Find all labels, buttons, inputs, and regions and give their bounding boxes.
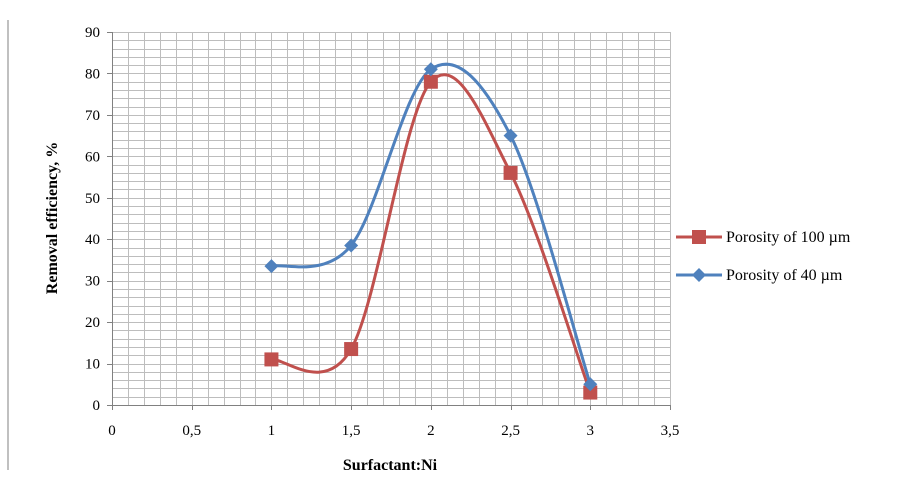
y-tick-label: 40 bbox=[85, 232, 100, 248]
data-point-series-1 bbox=[503, 165, 518, 180]
x-tick-label: 2 bbox=[427, 423, 435, 439]
data-point-series-2 bbox=[264, 259, 279, 274]
x-tick-label: 3,5 bbox=[661, 423, 680, 439]
y-tick-label: 0 bbox=[93, 398, 101, 414]
y-tick-label: 90 bbox=[85, 25, 100, 41]
data-point-series-1 bbox=[583, 385, 598, 400]
data-point-series-1 bbox=[264, 352, 279, 367]
data-point-series-1 bbox=[423, 74, 438, 89]
marker-layer bbox=[264, 62, 598, 400]
y-tick-label: 60 bbox=[85, 149, 100, 165]
x-tick-label: 2,5 bbox=[501, 423, 520, 439]
data-point-series-2 bbox=[583, 377, 598, 392]
y-tick-label: 30 bbox=[85, 274, 100, 290]
legend-label-1: Porosity of 100 µm bbox=[726, 229, 851, 246]
axes: 0 10 20 30 40 50 60 70 80 90 0 0,5 1 1,5 2 2,5 3 3,5 bbox=[85, 25, 679, 439]
y-tick-label: 20 bbox=[85, 315, 100, 331]
x-tick-label: 3 bbox=[587, 423, 595, 439]
legend: Porosity of 100 µm Porosity of 40 µm bbox=[676, 229, 851, 284]
data-point-series-2 bbox=[344, 238, 359, 253]
x-tick-label: 0 bbox=[108, 423, 116, 439]
data-point-series-1 bbox=[344, 342, 359, 357]
x-tick-label: 1,5 bbox=[342, 423, 361, 439]
x-tick-label: 1 bbox=[268, 423, 276, 439]
y-tick-label: 70 bbox=[85, 108, 100, 124]
y-tick-label: 50 bbox=[85, 191, 100, 207]
x-tick-label: 0,5 bbox=[182, 423, 201, 439]
y-axis-title: Removal efficiency, % bbox=[44, 142, 61, 294]
series-line-2 bbox=[269, 62, 592, 386]
legend-label-2: Porosity of 40 µm bbox=[726, 267, 843, 284]
grid bbox=[112, 32, 671, 406]
legend-marker-1 bbox=[692, 230, 706, 244]
data-point-series-2 bbox=[423, 62, 438, 77]
legend-marker-2 bbox=[692, 268, 706, 282]
y-tick-label: 80 bbox=[85, 66, 100, 82]
y-tick-label: 10 bbox=[85, 357, 100, 373]
data-point-series-2 bbox=[503, 128, 518, 143]
x-axis-title: Surfactant:Ni bbox=[343, 457, 438, 474]
